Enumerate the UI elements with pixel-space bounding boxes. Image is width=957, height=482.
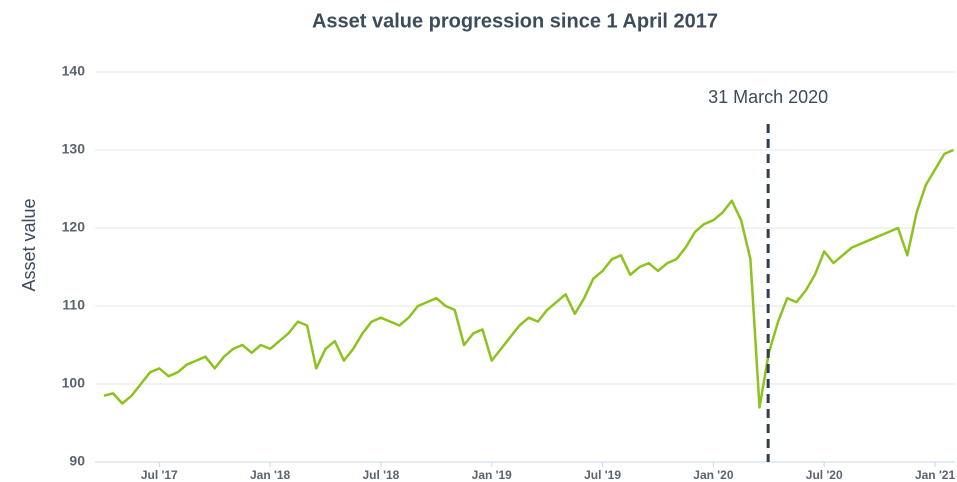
x-tick-label: Jan '20 xyxy=(693,468,734,482)
x-tick-label: Jan '21 xyxy=(915,468,956,482)
x-tick-label: Jan '19 xyxy=(472,468,513,482)
y-tick-label: 130 xyxy=(62,141,86,157)
y-tick-label: 140 xyxy=(62,63,86,79)
x-tick-label: Jul '17 xyxy=(141,468,178,482)
y-tick-label: 110 xyxy=(62,297,85,313)
y-tick-label: 90 xyxy=(69,453,85,469)
annotation-label: 31 March 2020 xyxy=(708,87,828,107)
y-tick-label: 120 xyxy=(62,219,86,235)
x-tick-label: Jul '19 xyxy=(584,468,621,482)
x-tick-label: Jul '18 xyxy=(362,468,399,482)
y-tick-label: 100 xyxy=(62,375,86,391)
y-axis-label: Asset value xyxy=(19,198,39,291)
chart-title: Asset value progression since 1 April 20… xyxy=(312,10,718,32)
x-tick-label: Jul '20 xyxy=(806,468,843,482)
x-tick-label: Jan '18 xyxy=(250,468,291,482)
data-line xyxy=(103,148,954,409)
